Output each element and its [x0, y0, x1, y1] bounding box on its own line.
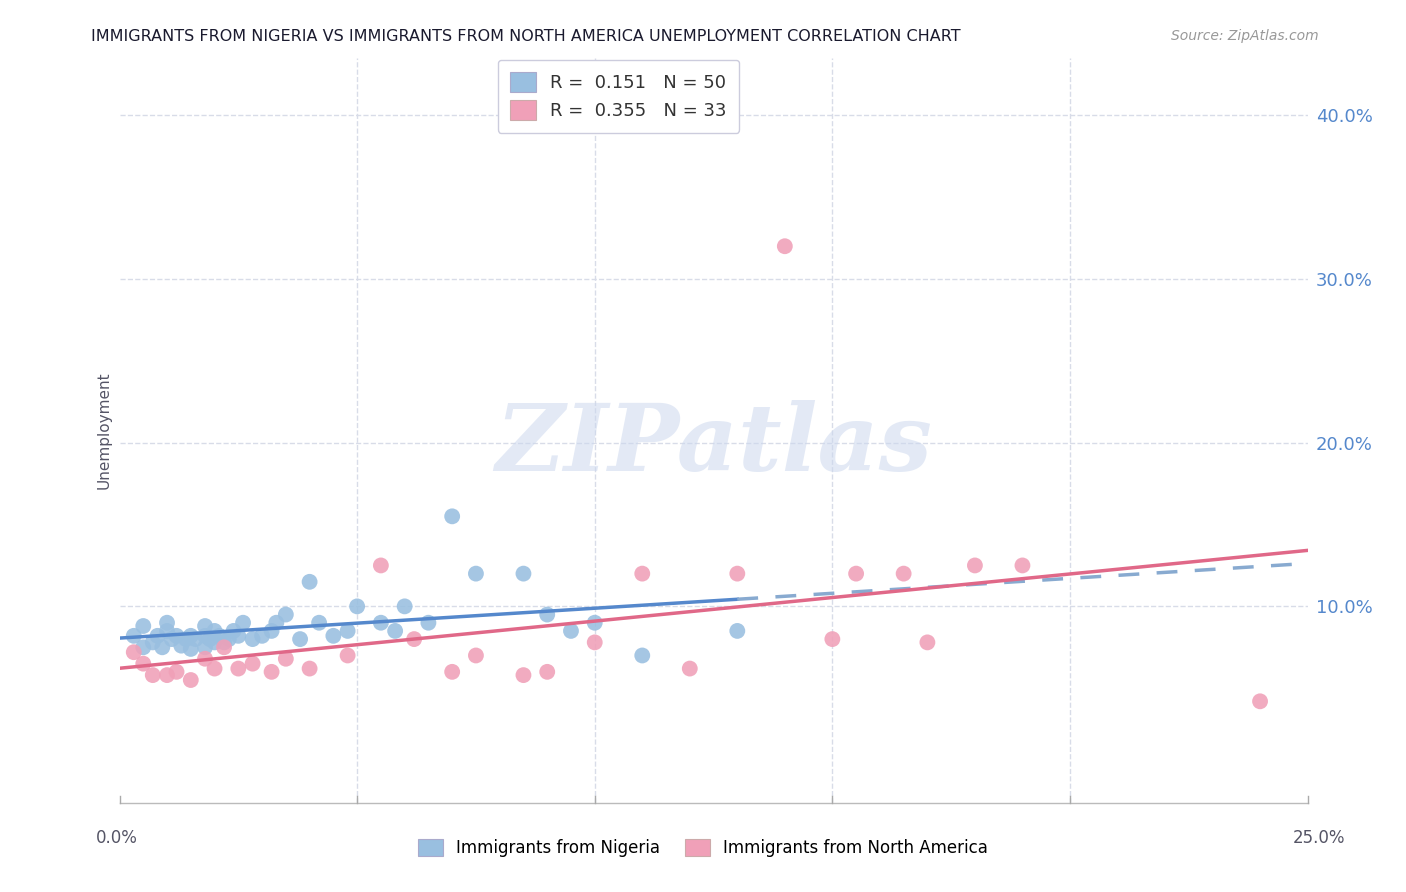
Point [583, 635, 606, 649]
Point [725, 624, 748, 638]
Point [631, 566, 654, 581]
Y-axis label: Unemployment: Unemployment [96, 372, 111, 489]
Point [204, 662, 226, 676]
Point [194, 652, 217, 666]
Point [322, 629, 344, 643]
Point [228, 662, 250, 676]
Point [821, 632, 844, 646]
Point [845, 566, 868, 581]
Point [212, 635, 235, 649]
Point [180, 641, 202, 656]
Point [560, 624, 582, 638]
Point [166, 629, 188, 643]
Point [441, 665, 464, 679]
Point [204, 635, 226, 649]
Point [122, 629, 145, 643]
Point [198, 632, 221, 646]
Point [725, 566, 748, 581]
Point [464, 566, 488, 581]
Point [160, 632, 183, 646]
Point [384, 624, 406, 638]
Point [142, 635, 165, 649]
Point [194, 619, 217, 633]
Point [132, 657, 155, 671]
Point [1249, 694, 1271, 708]
Point [418, 615, 440, 630]
Point [146, 629, 169, 643]
Point [170, 639, 193, 653]
Point [404, 632, 426, 646]
Point [222, 624, 245, 638]
Text: Source: ZipAtlas.com: Source: ZipAtlas.com [1171, 29, 1319, 43]
Point [536, 665, 558, 679]
Point [242, 657, 264, 671]
Point [132, 619, 155, 633]
Point [583, 615, 606, 630]
Point [917, 635, 939, 649]
Point [218, 632, 240, 646]
Point [773, 239, 796, 253]
Legend: Immigrants from Nigeria, Immigrants from North America: Immigrants from Nigeria, Immigrants from… [411, 832, 995, 864]
Point [679, 662, 702, 676]
Point [260, 665, 283, 679]
Point [441, 509, 464, 524]
Point [232, 615, 254, 630]
Point [308, 615, 330, 630]
Point [180, 673, 202, 687]
Point [184, 632, 207, 646]
Text: 25.0%: 25.0% [1292, 829, 1346, 847]
Point [174, 632, 197, 646]
Point [1011, 558, 1033, 573]
Point [132, 640, 155, 655]
Point [346, 599, 368, 614]
Point [156, 668, 179, 682]
Point [204, 624, 226, 638]
Legend: R =  0.151   N = 50, R =  0.355   N = 33: R = 0.151 N = 50, R = 0.355 N = 33 [498, 60, 740, 133]
Point [336, 648, 359, 663]
Text: ZIPatlas: ZIPatlas [495, 401, 932, 491]
Point [536, 607, 558, 622]
Point [370, 558, 392, 573]
Point [228, 629, 250, 643]
Point [336, 624, 359, 638]
Point [512, 668, 534, 682]
Point [274, 607, 297, 622]
Point [242, 632, 264, 646]
Point [166, 665, 188, 679]
Point [288, 632, 311, 646]
Point [893, 566, 915, 581]
Point [212, 640, 235, 655]
Point [298, 574, 321, 589]
Text: IMMIGRANTS FROM NIGERIA VS IMMIGRANTS FROM NORTH AMERICA UNEMPLOYMENT CORRELATIO: IMMIGRANTS FROM NIGERIA VS IMMIGRANTS FR… [91, 29, 962, 44]
Point [122, 645, 145, 659]
Point [512, 566, 534, 581]
Point [464, 648, 488, 663]
Point [194, 629, 217, 643]
Point [250, 629, 273, 643]
Point [150, 640, 173, 655]
Text: 0.0%: 0.0% [96, 829, 138, 847]
Point [180, 629, 202, 643]
Point [142, 668, 165, 682]
Point [394, 599, 416, 614]
Point [194, 640, 217, 655]
Point [260, 624, 283, 638]
Point [156, 615, 179, 630]
Point [208, 629, 231, 643]
Point [266, 615, 288, 630]
Point [963, 558, 986, 573]
Point [631, 648, 654, 663]
Point [370, 615, 392, 630]
Point [298, 662, 321, 676]
Point [274, 652, 297, 666]
Point [156, 624, 179, 638]
